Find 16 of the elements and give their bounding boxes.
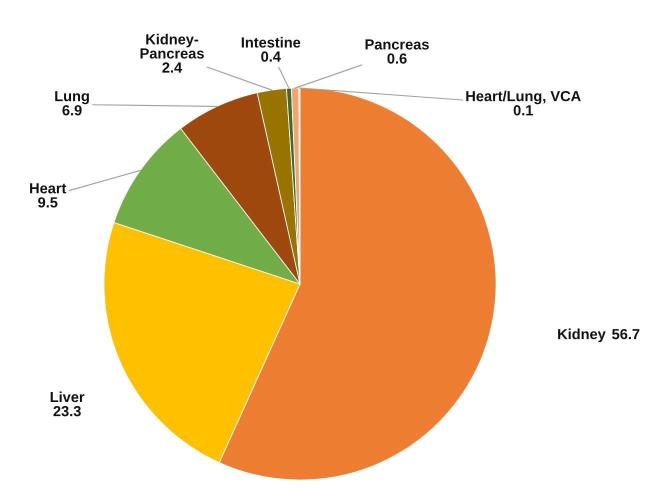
slice-label: Pancreas [366,39,429,50]
data-label: 56.7 [612,328,640,340]
slice-label: Lung [55,91,89,104]
data-label: 23.3 [53,406,81,416]
slice-label: Kidney-Pancreas [140,34,204,59]
slice-label: Liver [50,391,84,402]
slice-label: Heart [30,183,66,194]
slice-label: Heart/Lung, VCA [466,90,581,104]
data-label: 0.1 [514,105,533,116]
data-label: 0.4 [261,51,281,62]
data-label: 0.6 [387,53,407,64]
data-label: 6.9 [62,105,82,116]
data-label: 9.5 [38,197,58,208]
data-label: 2.4 [162,62,182,73]
slice-label: Kidney [558,328,606,342]
slice-label: Intestine [242,36,300,48]
